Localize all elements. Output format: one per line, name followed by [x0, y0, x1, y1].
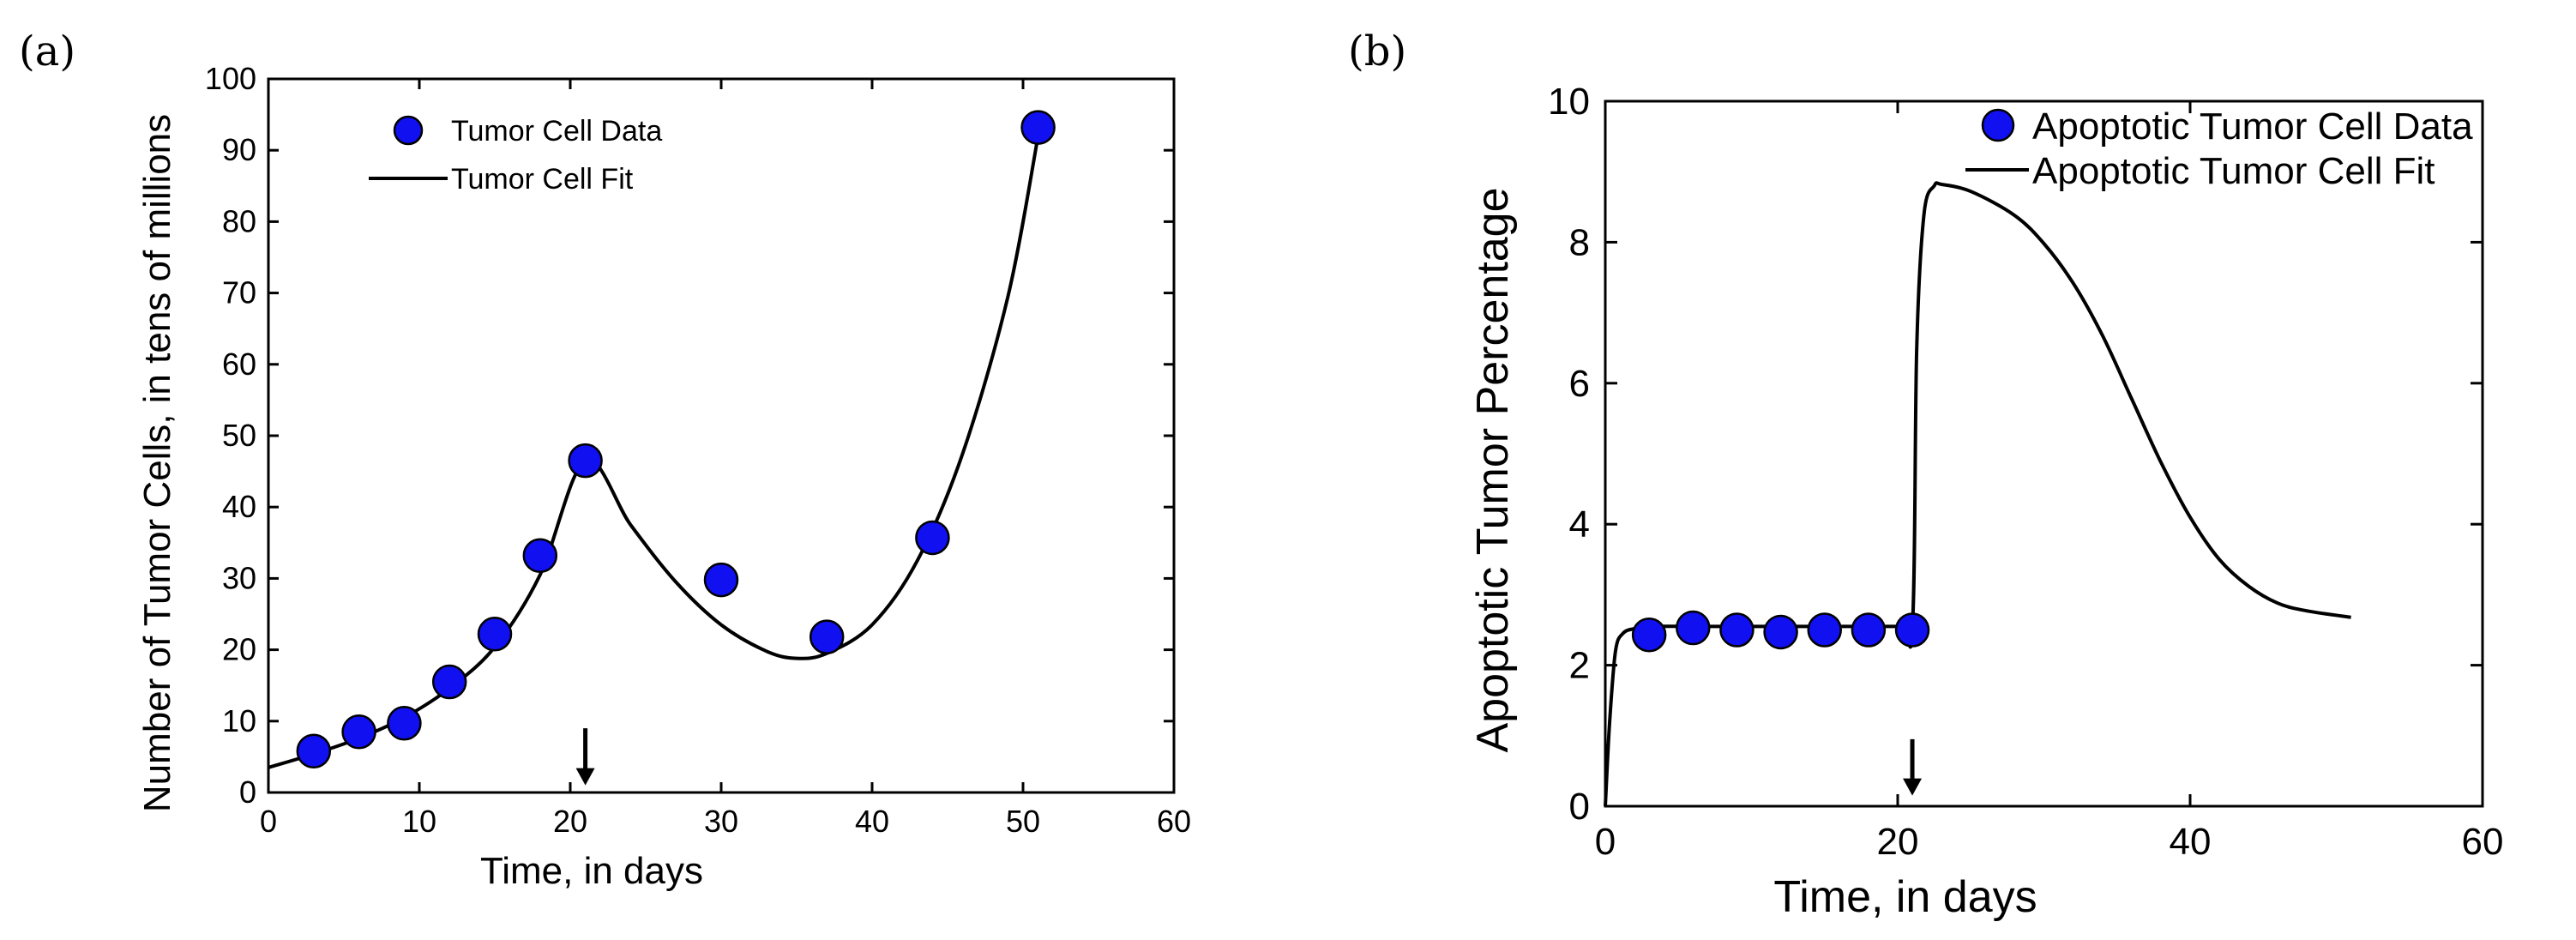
panel-b-plot: [1604, 181, 2351, 807]
panel-b-ytick-label: 8: [1569, 221, 1590, 263]
panel-a-data-point: [703, 562, 739, 598]
panel-b-xtick-label: 20: [1877, 821, 1919, 863]
panel-a-ytick-label: 70: [222, 275, 256, 310]
panel-a-ytick-label: 0: [239, 774, 256, 810]
panel-a-axes: 0 10 20 30 40 50 60 0 10 20 30 40 50 60 70 80 90 100: [205, 61, 1191, 839]
panel-b-xtick-label: 40: [2170, 821, 2212, 863]
panel-a-legend-fit-label: Tumor Cell Fit: [451, 163, 634, 196]
panel-b-ytick-label: 6: [1569, 363, 1590, 405]
panel-a-ytick-label: 20: [222, 632, 256, 667]
panel-b-data-point: [1631, 618, 1667, 653]
panel-a-legend-data-label: Tumor Cell Data: [451, 115, 662, 148]
panel-a-ytick-label: 50: [222, 418, 256, 453]
panel-b-legend: Apoptotic Tumor Cell Data Apoptotic Tumo…: [1965, 105, 2473, 192]
panel-a-xlabel: Time, in days: [480, 850, 703, 892]
panel-b-ylabel: Apoptotic Tumor Percentage: [1468, 187, 1518, 752]
panel-a-axes-box: [267, 77, 1176, 794]
panel-a-xtick-label: 40: [855, 804, 889, 839]
panel-a-data-point: [1020, 110, 1056, 145]
panel-a-xtick-label: 0: [260, 804, 277, 839]
panel-a-xtick-label: 60: [1157, 804, 1191, 839]
panel-a-fit-line: [268, 136, 1040, 769]
panel-a-arrow-head: [575, 768, 595, 786]
panel-a-ytick-label: 90: [222, 132, 256, 167]
panel-a-data-point: [296, 733, 332, 768]
panel-a-data-point: [431, 664, 467, 700]
panel-a-xtick-label: 30: [704, 804, 738, 839]
panel-b-ytick-label: 2: [1569, 645, 1590, 687]
panel-b: (b) 0 20 40 60 0 2 4 6 8 10 Time, in days Apoptot…: [1348, 27, 2503, 922]
panel-a-ytick-label: 100: [205, 61, 256, 96]
panel-b-axes: 0 20 40 60 0 2 4 6 8 10: [1548, 81, 2503, 863]
panel-b-label: (b): [1348, 27, 1406, 75]
panel-a-xtick-label: 20: [553, 804, 587, 839]
panel-b-legend-marker: [1981, 108, 2015, 142]
panel-a-legend: Tumor Cell Data Tumor Cell Fit: [369, 115, 662, 196]
panel-a-data-point: [341, 714, 376, 750]
panel-b-legend-fit-label: Apoptotic Tumor Cell Fit: [2032, 150, 2435, 192]
panel-b-data-point: [1894, 612, 1930, 648]
panel-b-ytick-label: 0: [1569, 786, 1590, 828]
panel-b-xtick-label: 60: [2462, 821, 2504, 863]
panel-a-legend-marker: [393, 115, 424, 146]
panel-a: (a) 0 10 20 30 40 50 600102030405060708090100 …: [19, 27, 1191, 892]
panel-a-data-point: [477, 617, 513, 652]
panel-a-plot: [268, 110, 1056, 786]
panel-b-ytick-label: 4: [1569, 503, 1590, 545]
panel-a-data-point: [522, 538, 558, 574]
panel-a-ytick-label: 40: [222, 489, 256, 524]
panel-a-data-point: [915, 520, 950, 556]
panel-a-xtick-label: 10: [402, 804, 436, 839]
panel-b-fit-line: [1604, 181, 2351, 807]
panel-b-xtick-label: 0: [1595, 821, 1616, 863]
panel-b-data-point: [1807, 612, 1842, 648]
panel-b-data-point: [1719, 612, 1754, 648]
panel-b-axes-box: [1604, 99, 2484, 808]
panel-b-arrow-head: [1903, 778, 1923, 796]
panel-a-data-point: [809, 619, 845, 654]
panel-b-data-point: [1763, 614, 1798, 650]
panel-a-ytick-label: 80: [222, 203, 256, 238]
panel-b-xlabel: Time, in days: [1773, 872, 2037, 922]
panel-a-data-point: [387, 706, 422, 741]
panel-a-ytick-label: 10: [222, 703, 256, 738]
panel-b-data-point: [1851, 612, 1887, 648]
panel-a-ytick-label: 60: [222, 346, 256, 382]
panel-b-ytick-label: 10: [1548, 81, 1590, 123]
panel-a-label: (a): [19, 27, 75, 75]
panel-a-data-point: [568, 443, 603, 479]
panel-a-ytick-label: 30: [222, 560, 256, 595]
panel-b-legend-data-label: Apoptotic Tumor Cell Data: [2032, 105, 2473, 148]
panel-b-data-point: [1676, 610, 1711, 646]
panel-a-ylabel: Number of Tumor Cells, in tens of millio…: [136, 114, 178, 812]
panel-a-xtick-label: 50: [1006, 804, 1040, 839]
